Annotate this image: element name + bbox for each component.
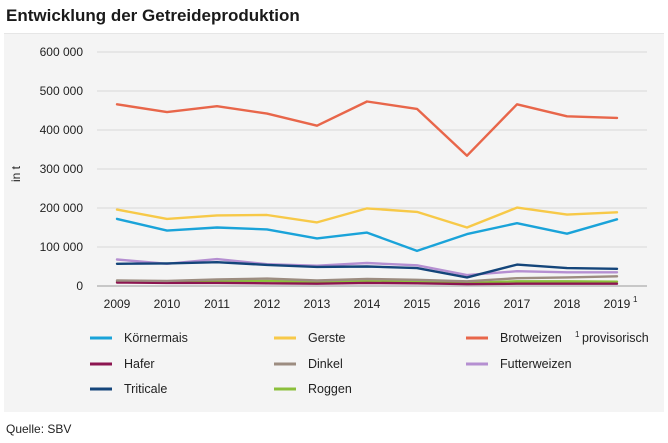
y-tick-label: 100 000	[40, 240, 84, 254]
series-line-futterweizen	[115, 257, 619, 277]
y-tick-labels: 0 100 000 200 000 300 000 400 000 500 000 600 …	[40, 45, 84, 293]
y-axis-label: in t	[9, 165, 23, 182]
legend-item: Hafer	[90, 357, 155, 371]
footnote-text: provisorisch	[582, 331, 649, 345]
legend-label: Roggen	[308, 382, 352, 396]
series-line-hafer	[115, 281, 619, 286]
legend-item: Roggen	[274, 382, 352, 396]
series-line-triticale	[115, 260, 619, 279]
x-tick-labels: 2009 2010 2011 2012 2013 2014 2015 2016 2017 2018…	[104, 295, 638, 311]
series-line-roggen	[115, 279, 619, 285]
legend-label: Futterweizen	[500, 357, 572, 371]
legend-item: Körnermais	[90, 331, 188, 345]
legend-item: Triticale	[90, 382, 167, 396]
legend-item: Gerste	[274, 331, 346, 345]
footnote: 1 provisorisch	[575, 330, 649, 345]
x-tick-label: 2014	[354, 297, 381, 311]
y-tick-label: 600 000	[40, 45, 84, 59]
x-tick-label: 2017	[504, 297, 531, 311]
x-tick-label: 2011	[204, 297, 230, 311]
x-tick-label: 2018	[554, 297, 581, 311]
series-line-gerste	[115, 206, 619, 229]
series-lines	[115, 100, 619, 286]
y-tick-label: 300 000	[40, 162, 84, 176]
x-tick-label: 2010	[154, 297, 181, 311]
legend-label: Brotweizen	[500, 331, 562, 345]
legend-label: Gerste	[308, 331, 346, 345]
x-tick-label: 2019	[604, 297, 631, 311]
legend-item: Futterweizen	[466, 357, 572, 371]
y-tick-label: 500 000	[40, 84, 84, 98]
y-tick-label: 400 000	[40, 123, 84, 137]
legend-label: Hafer	[124, 357, 155, 371]
series-line-koernermais	[115, 217, 619, 253]
x-tick-label: 2012	[254, 297, 281, 311]
x-tick-label: 2009	[104, 297, 131, 311]
legend-label: Triticale	[124, 382, 167, 396]
x-tick-label: 2013	[304, 297, 331, 311]
legend-label: Körnermais	[124, 331, 188, 345]
chart-title: Entwicklung der Getreideproduktion	[6, 6, 300, 25]
chart-panel: 0 100 000 200 000 300 000 400 000 500 000 600 …	[4, 33, 664, 412]
source-note: Quelle: SBV	[6, 422, 72, 436]
line-chart: 0 100 000 200 000 300 000 400 000 500 000 600 …	[9, 45, 649, 396]
legend-item: Dinkel	[274, 357, 343, 371]
legend-label: Dinkel	[308, 357, 343, 371]
legend-item: Brotweizen	[466, 331, 562, 345]
footnote-mark: 1	[575, 330, 580, 339]
series-line-dinkel	[115, 275, 619, 283]
y-tick-label: 200 000	[40, 201, 84, 215]
grid-lines	[97, 51, 647, 287]
y-tick-label: 0	[76, 279, 83, 293]
series-line-brotweizen	[115, 100, 619, 157]
x-tick-label: 2016	[454, 297, 481, 311]
legend: Körnermais Gerste Brotweizen Hafer Dinkel Fut…	[90, 331, 572, 396]
x-tick-superscript: 1	[633, 295, 638, 304]
x-tick-label: 2015	[404, 297, 431, 311]
